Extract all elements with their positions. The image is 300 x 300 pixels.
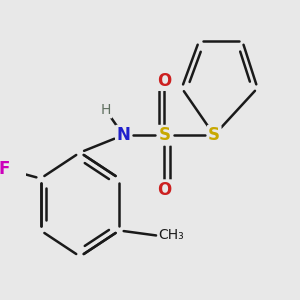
Text: N: N <box>116 126 130 144</box>
Text: O: O <box>157 72 172 90</box>
Text: H: H <box>101 103 111 117</box>
Text: S: S <box>208 126 220 144</box>
Text: CH₃: CH₃ <box>158 229 184 242</box>
Text: F: F <box>0 160 10 178</box>
Text: S: S <box>158 126 170 144</box>
Text: O: O <box>157 181 172 199</box>
